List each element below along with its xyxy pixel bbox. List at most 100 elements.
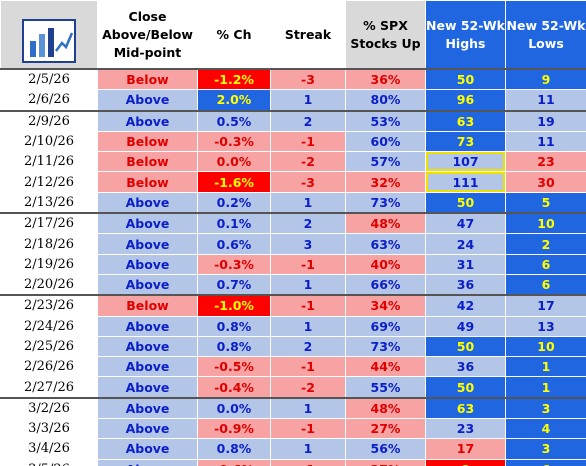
table-body: 2/5/26 Below -1.2% -3 36% 50 9 2/6/26 Above 2.0% 1… — [0, 68, 586, 466]
value-cell: 32% — [345, 171, 426, 193]
value-cell: 57% — [345, 151, 426, 173]
value-cell: -1.6% — [197, 171, 271, 193]
value-cell: 2 — [505, 233, 586, 255]
date-cell: 2/10/26 — [0, 130, 98, 153]
date-cell: 2/5/26 — [0, 68, 98, 91]
value-cell: 48% — [345, 212, 426, 235]
value-cell: Below — [97, 171, 198, 193]
value-cell: 1 — [270, 89, 346, 112]
value-cell: 1 — [505, 356, 586, 378]
value-cell: 63 — [425, 110, 506, 132]
value-cell: 27% — [345, 418, 426, 440]
value-cell: 23 — [425, 418, 506, 440]
value-cell: 47 — [425, 212, 506, 235]
value-cell: 2 — [270, 110, 346, 132]
value-cell: 55% — [345, 376, 426, 399]
table-row: 2/27/26 Above -0.4% -2 55% 50 1 — [0, 376, 586, 399]
value-cell: 0.0% — [197, 151, 271, 173]
date-cell: 2/17/26 — [0, 212, 98, 235]
value-cell: 49 — [425, 315, 506, 337]
value-cell: Above — [97, 397, 198, 420]
value-cell: -2 — [270, 376, 346, 399]
value-cell: -1 — [270, 253, 346, 275]
value-cell: Below — [97, 68, 198, 91]
value-cell: 73 — [425, 130, 506, 153]
value-cell: -1.0% — [197, 294, 271, 317]
value-cell: -1 — [270, 356, 346, 378]
value-cell: 17 — [425, 438, 506, 460]
value-cell: 11 — [505, 89, 586, 112]
table-row: 2/23/26 Below -1.0% -1 34% 42 17 — [0, 294, 586, 317]
value-cell: Above — [97, 438, 198, 460]
value-cell: 9 — [505, 68, 586, 91]
date-cell: 2/9/26 — [0, 110, 98, 132]
table-row: 2/10/26 Below -0.3% -1 60% 73 11 — [0, 130, 586, 153]
value-cell: 69% — [345, 315, 426, 337]
value-cell: 1 — [270, 397, 346, 420]
value-cell: Below — [97, 294, 198, 317]
table-row: 2/5/26 Below -1.2% -3 36% 50 9 — [0, 68, 586, 91]
value-cell: 56% — [345, 438, 426, 460]
table-row: 2/11/26 Below 0.0% -2 57% 107 23 — [0, 151, 586, 173]
header-row: Close Above/Below Mid-point% Ch Streak% S… — [0, 0, 586, 70]
value-cell: 6 — [505, 253, 586, 275]
value-cell: 3 — [505, 397, 586, 420]
value-cell: Below — [97, 130, 198, 153]
value-cell: 1 — [505, 376, 586, 399]
value-cell: Above — [97, 233, 198, 255]
date-cell: 2/18/26 — [0, 233, 98, 255]
value-cell: 2.0% — [197, 89, 271, 112]
value-cell: 27% — [345, 458, 426, 466]
value-cell: 3 — [270, 233, 346, 255]
value-cell: -0.9% — [197, 418, 271, 440]
value-cell: 73% — [345, 335, 426, 358]
value-cell: 36 — [425, 356, 506, 378]
value-cell: 23 — [505, 151, 586, 173]
value-cell: 48% — [345, 397, 426, 420]
date-cell: 2/24/26 — [0, 315, 98, 337]
value-cell: 80% — [345, 89, 426, 112]
value-cell: 53% — [345, 110, 426, 132]
value-cell: 1 — [270, 438, 346, 460]
value-cell: 1 — [270, 273, 346, 297]
value-cell: 42 — [425, 294, 506, 317]
value-cell: 73% — [345, 191, 426, 215]
value-cell: 4 — [505, 418, 586, 440]
table-row: 2/24/26 Above 0.8% 1 69% 49 13 — [0, 315, 586, 337]
value-cell: Above — [97, 458, 198, 466]
column-header: Close Above/Below Mid-point — [97, 0, 198, 70]
date-cell: 3/2/26 — [0, 397, 98, 420]
value-cell: 40% — [345, 253, 426, 275]
table-row: 2/18/26 Above 0.6% 3 63% 24 2 — [0, 233, 586, 255]
column-header: % SPX Stocks Up — [345, 0, 426, 70]
date-cell: 2/23/26 — [0, 294, 98, 317]
value-cell: -0.4% — [197, 376, 271, 399]
value-cell: 10 — [505, 335, 586, 358]
value-cell: 63 — [425, 397, 506, 420]
value-cell: 6 — [505, 273, 586, 297]
column-header: New 52-Wk Highs — [425, 0, 506, 70]
value-cell: Above — [97, 376, 198, 399]
value-cell: 44% — [345, 356, 426, 378]
value-cell: 96 — [425, 89, 506, 112]
table-row: 3/3/26 Above -0.9% -1 27% 23 4 — [0, 418, 586, 440]
value-cell: 3 — [505, 438, 586, 460]
value-cell: 111 — [425, 171, 506, 193]
date-cell: 2/11/26 — [0, 151, 98, 173]
value-cell: 34% — [345, 294, 426, 317]
value-cell: 31 — [425, 253, 506, 275]
table-row: 2/6/26 Above 2.0% 1 80% 96 11 — [0, 89, 586, 112]
value-cell: Above — [97, 273, 198, 297]
value-cell: 50 — [425, 68, 506, 91]
date-cell: 2/27/26 — [0, 376, 98, 399]
value-cell: 8 — [425, 458, 506, 466]
value-cell: -1 — [270, 294, 346, 317]
table-row: 3/4/26 Above 0.8% 1 56% 17 3 — [0, 438, 586, 460]
value-cell: -2 — [270, 151, 346, 173]
value-cell: 24 — [425, 233, 506, 255]
value-cell: 50 — [425, 376, 506, 399]
value-cell: Above — [97, 418, 198, 440]
value-cell: 0.0% — [197, 397, 271, 420]
value-cell: -0.5% — [197, 356, 271, 378]
